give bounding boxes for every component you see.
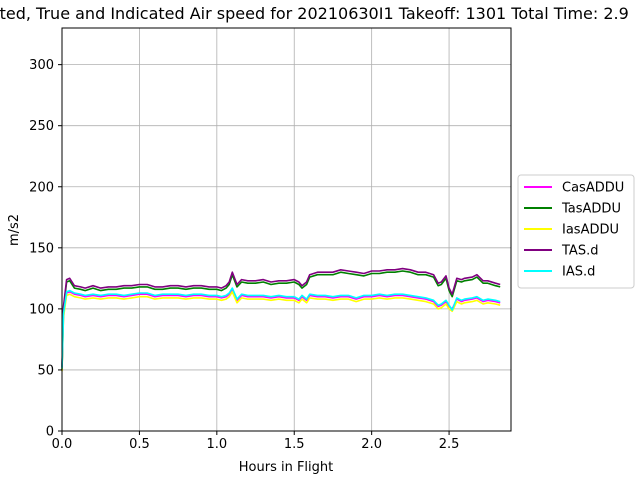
y-tick-label: 200 — [29, 180, 54, 195]
y-tick-label: 100 — [29, 302, 54, 317]
legend-label: IAS.d — [562, 265, 595, 280]
legend-box — [517, 174, 635, 289]
y-tick-label: 50 — [37, 363, 54, 378]
y-axis-label: m/s2 — [7, 214, 22, 246]
legend-label: TAS.d — [561, 244, 598, 259]
grid — [61, 28, 511, 432]
y-tick-label: 0 — [46, 425, 54, 440]
series-line-casaddu — [61, 288, 501, 370]
series-line-tas-d — [61, 267, 501, 368]
y-axis: 0 50 100 150 200 250 300 — [29, 58, 62, 440]
legend-label: CasADDU — [562, 181, 624, 196]
chart-title: Calibrated, True and Indicated Air speed… — [0, 4, 629, 23]
x-tick-label: 1.5 — [284, 437, 305, 452]
x-axis-label: Hours in Flight — [239, 460, 334, 475]
legend[interactable]: CasADDU TasADDU IasADDU TAS.d IAS.d — [517, 174, 635, 289]
legend-label: IasADDU — [562, 223, 619, 238]
series-line-iasaddu — [61, 290, 501, 372]
x-tick-label: 2.0 — [361, 437, 382, 452]
x-axis: 0.0 0.5 1.0 1.5 2.0 2.5 — [52, 431, 460, 452]
x-tick-label: 0.0 — [52, 437, 73, 452]
x-tick-label: 1.0 — [206, 437, 227, 452]
x-tick-label: 0.5 — [129, 437, 150, 452]
y-tick-label: 250 — [29, 119, 54, 134]
y-tick-label: 150 — [29, 241, 54, 256]
y-tick-label: 300 — [29, 58, 54, 73]
legend-label: TasADDU — [561, 202, 621, 217]
series-line-ias-d — [61, 287, 501, 369]
series-line-tasaddu — [61, 270, 501, 370]
plot-series — [61, 267, 501, 372]
x-tick-label: 2.5 — [439, 437, 460, 452]
plot-frame — [61, 27, 512, 432]
